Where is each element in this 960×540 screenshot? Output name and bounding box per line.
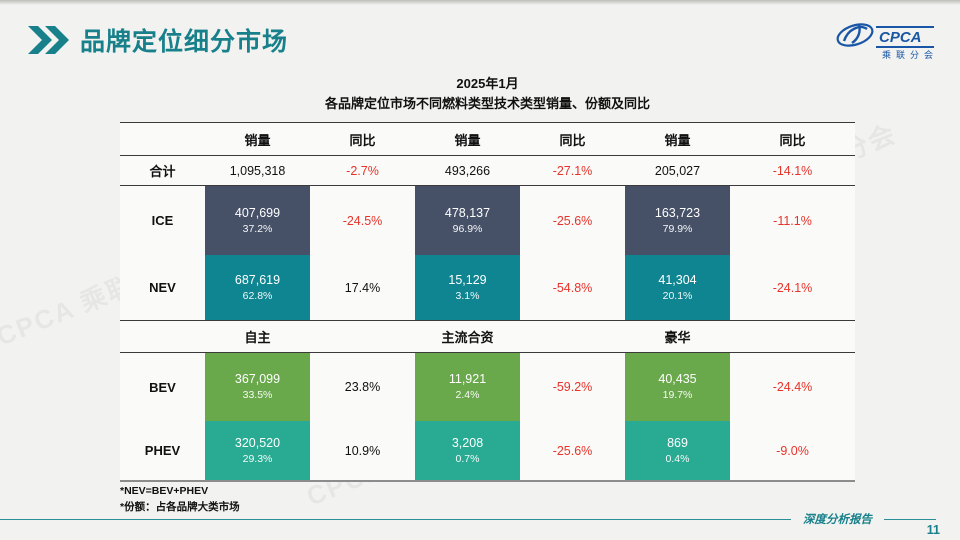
column-header: 同比 xyxy=(559,132,586,148)
yoy-value: -14.1% xyxy=(772,163,813,178)
sales-value: 367,099 xyxy=(234,372,281,387)
share-value: 96.9% xyxy=(452,222,483,235)
yoy-value: 17.4% xyxy=(344,280,381,295)
column-header: 销量 xyxy=(454,132,481,148)
sales-value: 869 xyxy=(667,435,688,450)
sales-box: 41,304 20.1% xyxy=(625,255,730,320)
row-label: NEV xyxy=(149,280,176,295)
row-label: BEV xyxy=(149,379,176,395)
sales-box: 3,208 0.7% xyxy=(415,421,520,480)
footer-divider xyxy=(0,519,936,520)
row-label: ICE xyxy=(151,213,174,228)
logo-swoosh-icon xyxy=(851,24,861,44)
yoy-value: -25.6% xyxy=(552,443,593,458)
sales-box: 320,520 29.3% xyxy=(205,421,310,480)
table-row-bev: BEV 367,099 33.5% 23.8% 11,921 2.4% -59.2% 40,4… xyxy=(120,353,855,421)
logo-name-cn: 乘联分会 xyxy=(882,49,936,60)
yoy-value: -25.6% xyxy=(552,213,593,228)
segment-header: 自主 xyxy=(244,330,271,345)
column-header: 同比 xyxy=(349,132,376,148)
yoy-value: 10.9% xyxy=(344,443,381,458)
yoy-value: 23.8% xyxy=(344,380,381,394)
sales-value: 478,137 xyxy=(444,205,491,220)
footer-report-label: 深度分析报告 xyxy=(791,511,884,527)
sales-value: 3,208 xyxy=(451,435,484,450)
yoy-value: -24.5% xyxy=(342,213,383,228)
sales-box: 163,723 79.9% xyxy=(625,186,730,255)
share-value: 79.9% xyxy=(662,222,693,235)
chart-title-line2: 各品牌定位市场不同燃料类型技术类型销量、份额及同比 xyxy=(324,95,650,111)
share-value: 37.2% xyxy=(242,222,273,235)
share-value: 62.8% xyxy=(242,289,273,302)
yoy-value: -24.1% xyxy=(772,280,813,295)
sales-value: 40,435 xyxy=(658,372,697,387)
share-value: 0.4% xyxy=(665,452,690,465)
share-value: 0.7% xyxy=(455,452,480,465)
page-title: 品牌定位细分市场 xyxy=(80,28,289,56)
yoy-value: -11.1% xyxy=(773,213,812,228)
sales-value: 163,723 xyxy=(654,205,701,220)
total-sales-value: 493,266 xyxy=(444,163,491,178)
share-value: 20.1% xyxy=(662,289,693,302)
footnotes: *NEV=BEV+PHEV *份额：占各品牌大类市场 xyxy=(120,483,240,516)
table-header-row: 销量 同比 销量 同比 销量 同比 xyxy=(120,123,855,156)
sales-box: 40,435 19.7% xyxy=(625,353,730,421)
share-value: 33.5% xyxy=(242,389,273,402)
yoy-value: -59.2% xyxy=(552,380,593,394)
share-value: 3.1% xyxy=(455,289,480,302)
share-value: 29.3% xyxy=(242,452,273,465)
page-number: 11 xyxy=(926,523,940,537)
cpca-logo: CPCA 乘联分会 xyxy=(834,20,936,67)
table-row-nev: NEV 687,619 62.8% 17.4% 15,129 3.1% -54.8% 41,3… xyxy=(120,255,855,321)
total-row: 合计 1,095,318 -2.7% 493,266 -27.1% 205,027 -14.… xyxy=(120,156,855,186)
double-chevron-icon xyxy=(28,26,69,54)
slide-header: 品牌定位细分市场 xyxy=(28,22,288,58)
yoy-value: -24.4% xyxy=(772,380,813,394)
column-header: 同比 xyxy=(779,132,806,148)
total-sales-value: 205,027 xyxy=(654,163,701,178)
sales-box: 15,129 3.1% xyxy=(415,255,520,320)
sales-value: 15,129 xyxy=(448,272,487,287)
segment-header: 豪华 xyxy=(664,330,691,345)
table-row-phev: PHEV 320,520 29.3% 10.9% 3,208 0.7% -25.6% 869 0… xyxy=(120,421,855,482)
footnote-share: *份额：占各品牌大类市场 xyxy=(120,501,240,514)
data-table: 销量 同比 销量 同比 销量 同比合计 1,095,318 -2.7% 493,266 -27.1… xyxy=(120,122,855,482)
column-header: 销量 xyxy=(244,132,271,148)
footnote-nev: *NEV=BEV+PHEV xyxy=(120,485,209,497)
yoy-value: -54.8% xyxy=(552,280,593,295)
sales-box: 11,921 2.4% xyxy=(415,353,520,421)
yoy-value: -2.7% xyxy=(346,163,379,178)
chart-title: 2025年1月 各品牌定位市场不同燃料类型技术类型销量、份额及同比 xyxy=(120,74,855,113)
sales-box: 407,699 37.2% xyxy=(205,186,310,255)
yoy-value: -9.0% xyxy=(776,443,809,458)
sales-value: 407,699 xyxy=(234,205,281,220)
logo-ellipse-icon xyxy=(836,23,874,47)
row-label-total: 合计 xyxy=(149,164,176,179)
sales-value: 41,304 xyxy=(658,272,697,287)
total-sales-value: 1,095,318 xyxy=(229,163,286,178)
chart-title-line1: 2025年1月 xyxy=(456,76,519,91)
row-label: PHEV xyxy=(144,443,181,458)
table-row-ice: ICE 407,699 37.2% -24.5% 478,137 96.9% -25.6% 1… xyxy=(120,186,855,255)
sales-box: 687,619 62.8% xyxy=(205,255,310,320)
segment-header: 主流合资 xyxy=(441,330,494,345)
sales-value: 687,619 xyxy=(234,272,281,287)
top-edge-shade xyxy=(0,0,960,5)
sales-value: 320,520 xyxy=(234,435,281,450)
sales-box: 869 0.4% xyxy=(625,421,730,480)
share-value: 19.7% xyxy=(662,389,693,402)
yoy-value: -27.1% xyxy=(552,163,593,178)
segment-header-row: 自主 主流合资 豪华 xyxy=(120,321,855,353)
sales-box: 367,099 33.5% xyxy=(205,353,310,421)
sales-box: 478,137 96.9% xyxy=(415,186,520,255)
sales-value: 11,921 xyxy=(448,372,487,387)
logo-swoosh-icon xyxy=(842,25,868,42)
column-header: 销量 xyxy=(664,132,691,148)
share-value: 2.4% xyxy=(455,389,480,402)
logo-acronym: CPCA xyxy=(879,29,922,46)
